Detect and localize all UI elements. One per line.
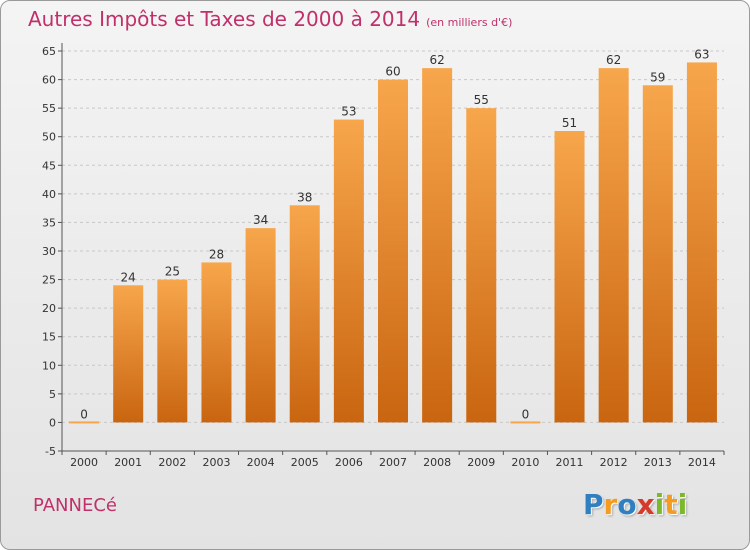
x-tick-label: 2013	[644, 456, 672, 469]
bar	[333, 119, 364, 423]
x-tick-label: 2008	[423, 456, 451, 469]
x-tick-label: 2012	[600, 456, 628, 469]
x-tick-label: 2004	[247, 456, 275, 469]
bar	[157, 279, 188, 423]
x-tick-label: 2001	[114, 456, 142, 469]
y-tick-label: -5	[45, 445, 56, 458]
y-tick-label: 60	[42, 74, 56, 87]
y-tick-label: 15	[42, 331, 56, 344]
y-tick-label: 10	[42, 359, 56, 372]
title-text: Autres Impôts et Taxes de 2000 à 2014	[28, 7, 421, 31]
y-tick-label: 40	[42, 188, 56, 201]
data-label: 25	[165, 265, 180, 279]
data-label: 62	[606, 53, 621, 67]
x-tick-label: 2014	[688, 456, 716, 469]
logo-letter: o	[617, 488, 637, 521]
bar	[289, 205, 320, 423]
unit-note: (en milliers d'€)	[426, 16, 513, 29]
commune-name: PANNECé	[33, 495, 117, 516]
proxiti-logo: Proxiti	[583, 488, 687, 521]
y-tick-label: 65	[42, 45, 56, 58]
data-label: 34	[253, 213, 268, 227]
data-label: 62	[429, 53, 444, 67]
y-tick-label: 20	[42, 302, 56, 315]
x-tick-label: 2007	[379, 456, 407, 469]
bar	[642, 85, 673, 423]
x-tick-label: 2002	[158, 456, 186, 469]
logo-letter: P	[583, 488, 604, 521]
logo-letter: x	[636, 488, 655, 521]
y-tick-label: 25	[42, 274, 56, 287]
logo-letter: i	[654, 488, 665, 521]
y-tick-label: 30	[42, 245, 56, 258]
y-tick-label: 50	[42, 131, 56, 144]
bar	[686, 62, 717, 423]
bar	[201, 262, 232, 423]
data-label: 59	[650, 70, 665, 84]
chart-title: Autres Impôts et Taxes de 2000 à 2014 (en…	[28, 7, 512, 31]
x-tick-label: 2000	[70, 456, 98, 469]
x-tick-label: 2003	[202, 456, 230, 469]
y-tick-label: 45	[42, 159, 56, 172]
y-tick-label: 35	[42, 216, 56, 229]
data-label: 55	[474, 93, 489, 107]
data-label: 38	[297, 190, 312, 204]
data-label: 0	[522, 407, 530, 421]
x-tick-label: 2006	[335, 456, 363, 469]
bar	[598, 68, 629, 423]
data-label: 60	[385, 65, 400, 79]
logo-letter: t	[664, 488, 678, 521]
y-tick-label: 5	[49, 388, 56, 401]
bar	[113, 285, 144, 423]
y-tick-label: 55	[42, 102, 56, 115]
data-label: 53	[341, 105, 356, 119]
bar	[422, 68, 453, 423]
data-label: 51	[562, 116, 577, 130]
logo-letter: i	[677, 488, 688, 521]
x-tick-label: 2005	[291, 456, 319, 469]
x-tick-label: 2009	[467, 456, 495, 469]
bar	[245, 228, 276, 423]
bar	[466, 108, 497, 423]
y-tick-label: 0	[49, 416, 56, 429]
data-label: 0	[80, 407, 88, 421]
data-label: 63	[694, 47, 709, 61]
data-label: 28	[209, 247, 224, 261]
bar	[69, 421, 100, 424]
logo-letter: r	[603, 488, 618, 521]
bar	[377, 79, 409, 423]
bar	[554, 131, 585, 423]
bar	[510, 421, 541, 424]
x-tick-label: 2010	[511, 456, 539, 469]
x-tick-label: 2011	[556, 456, 584, 469]
data-label: 24	[121, 270, 136, 284]
